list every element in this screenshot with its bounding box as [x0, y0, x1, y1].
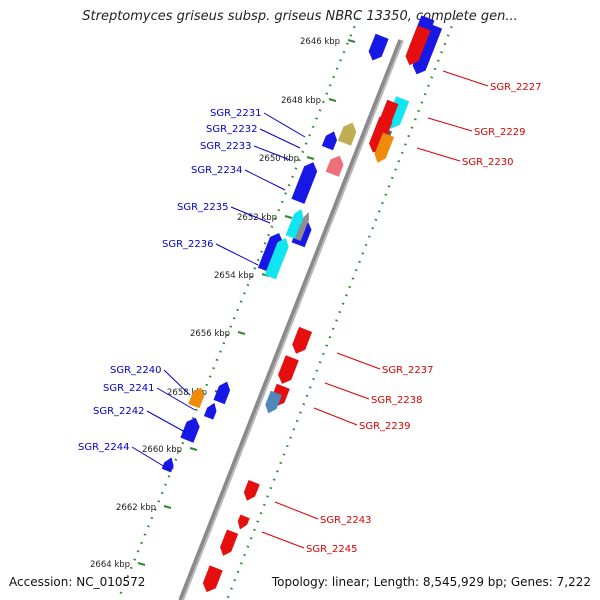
gene-arrow	[291, 162, 318, 204]
ruler-tick-label: 2650 kbp	[259, 154, 299, 164]
topology-text: Topology: linear; Length: 8,545,929 bp; …	[271, 575, 591, 589]
gene-leader-line	[416, 147, 461, 162]
gene-label-reverse: SGR_2243	[320, 515, 372, 526]
gene-label-reverse: SGR_2229	[474, 127, 526, 138]
gene-arrow	[368, 33, 389, 61]
gene-leader-line	[230, 206, 271, 224]
ruler-tick	[237, 331, 246, 335]
gene-arrow	[180, 417, 200, 443]
ruler-tick	[137, 562, 146, 566]
gene-label-reverse: SGR_2245	[306, 544, 358, 555]
ruler-tick	[189, 447, 198, 451]
gene-label-reverse: SGR_2230	[462, 157, 514, 168]
gene-label-forward: SGR_2244	[78, 442, 130, 453]
ruler-tick-label: 2648 kbp	[281, 96, 321, 106]
ruler-tick	[306, 156, 315, 160]
gene-label-reverse: SGR_2237	[382, 365, 434, 376]
gene-leader-line	[427, 117, 473, 132]
gene-arrow	[265, 390, 282, 414]
gene-leader-line	[253, 145, 291, 161]
gene-leader-line	[259, 128, 301, 149]
gene-label-forward: SGR_2241	[103, 383, 155, 394]
gene-leader-line	[146, 410, 186, 433]
gene-label-reverse: SGR_2239	[359, 421, 411, 432]
gene-arrow	[405, 25, 431, 66]
gene-arrow	[321, 131, 337, 151]
ruler-tick-label: 2646 kbp	[300, 37, 340, 47]
gene-label-reverse: SGR_2227	[490, 82, 542, 93]
map-title: Streptomyces griseus subsp. griseus NBRC…	[82, 9, 518, 24]
gene-leader-line	[274, 501, 319, 520]
gene-arrow	[369, 116, 393, 153]
gene-leader-line	[336, 352, 381, 370]
gene-arrow	[220, 529, 239, 556]
gene-arrow	[292, 326, 313, 354]
ruler-tick-label: 2654 kbp	[214, 271, 254, 281]
gene-leader-line	[324, 382, 370, 400]
gene-label-forward: SGR_2240	[110, 365, 162, 376]
gene-arrow	[387, 96, 410, 129]
ruler-tick	[163, 505, 172, 509]
gene-arrow	[203, 402, 217, 420]
ruler-tick-label: 2660 kbp	[142, 445, 182, 455]
gene-arrow	[295, 212, 309, 241]
gene-arrow	[337, 122, 357, 146]
accession-text: Accession: NC_010572	[9, 575, 146, 589]
gene-arrow	[243, 480, 260, 501]
gene-leader-line	[442, 70, 489, 87]
gene-label-forward: SGR_2233	[200, 141, 252, 152]
gene-leader-line	[163, 369, 191, 396]
gene-arrow	[202, 565, 223, 593]
ruler-tick-label: 2656 kbp	[190, 329, 230, 339]
ruler-tick-label: 2664 kbp	[90, 560, 130, 570]
gene-label-forward: SGR_2234	[191, 165, 243, 176]
genome-axis	[178, 39, 402, 600]
gene-label-forward: SGR_2236	[162, 239, 214, 250]
gene-leader-line	[244, 169, 286, 191]
gene-leader-line	[156, 387, 196, 411]
gene-leader-line	[131, 446, 171, 471]
gene-arrow	[325, 155, 344, 177]
gene-arrow	[285, 209, 304, 239]
gene-leader-line	[313, 407, 358, 426]
gene-leader-line	[215, 243, 259, 266]
gene-leader-line	[261, 531, 305, 549]
gene-arrow	[213, 381, 231, 405]
gene-arrow	[264, 238, 289, 280]
gene-label-reverse: SGR_2238	[371, 395, 423, 406]
ruler-dotted-line	[225, 17, 457, 600]
gene-label-forward: SGR_2242	[93, 406, 145, 417]
ruler-tick	[284, 215, 293, 219]
gene-label-forward: SGR_2232	[206, 124, 258, 135]
gene-arrow	[278, 355, 299, 384]
gene-arrow	[188, 387, 205, 409]
gene-label-forward: SGR_2231	[210, 108, 262, 119]
ruler-tick	[347, 39, 356, 43]
ruler-tick-label: 2658 kbp	[167, 388, 207, 398]
gene-arrow	[161, 457, 174, 473]
gene-leader-line	[263, 112, 306, 138]
gene-label-forward: SGR_2235	[177, 202, 229, 213]
gene-arrow	[412, 23, 443, 75]
gene-arrow	[374, 132, 395, 163]
ruler-tick-label: 2662 kbp	[116, 503, 156, 513]
ruler-tick	[328, 98, 337, 102]
gene-arrow	[257, 233, 283, 273]
gene-arrow	[237, 514, 250, 530]
